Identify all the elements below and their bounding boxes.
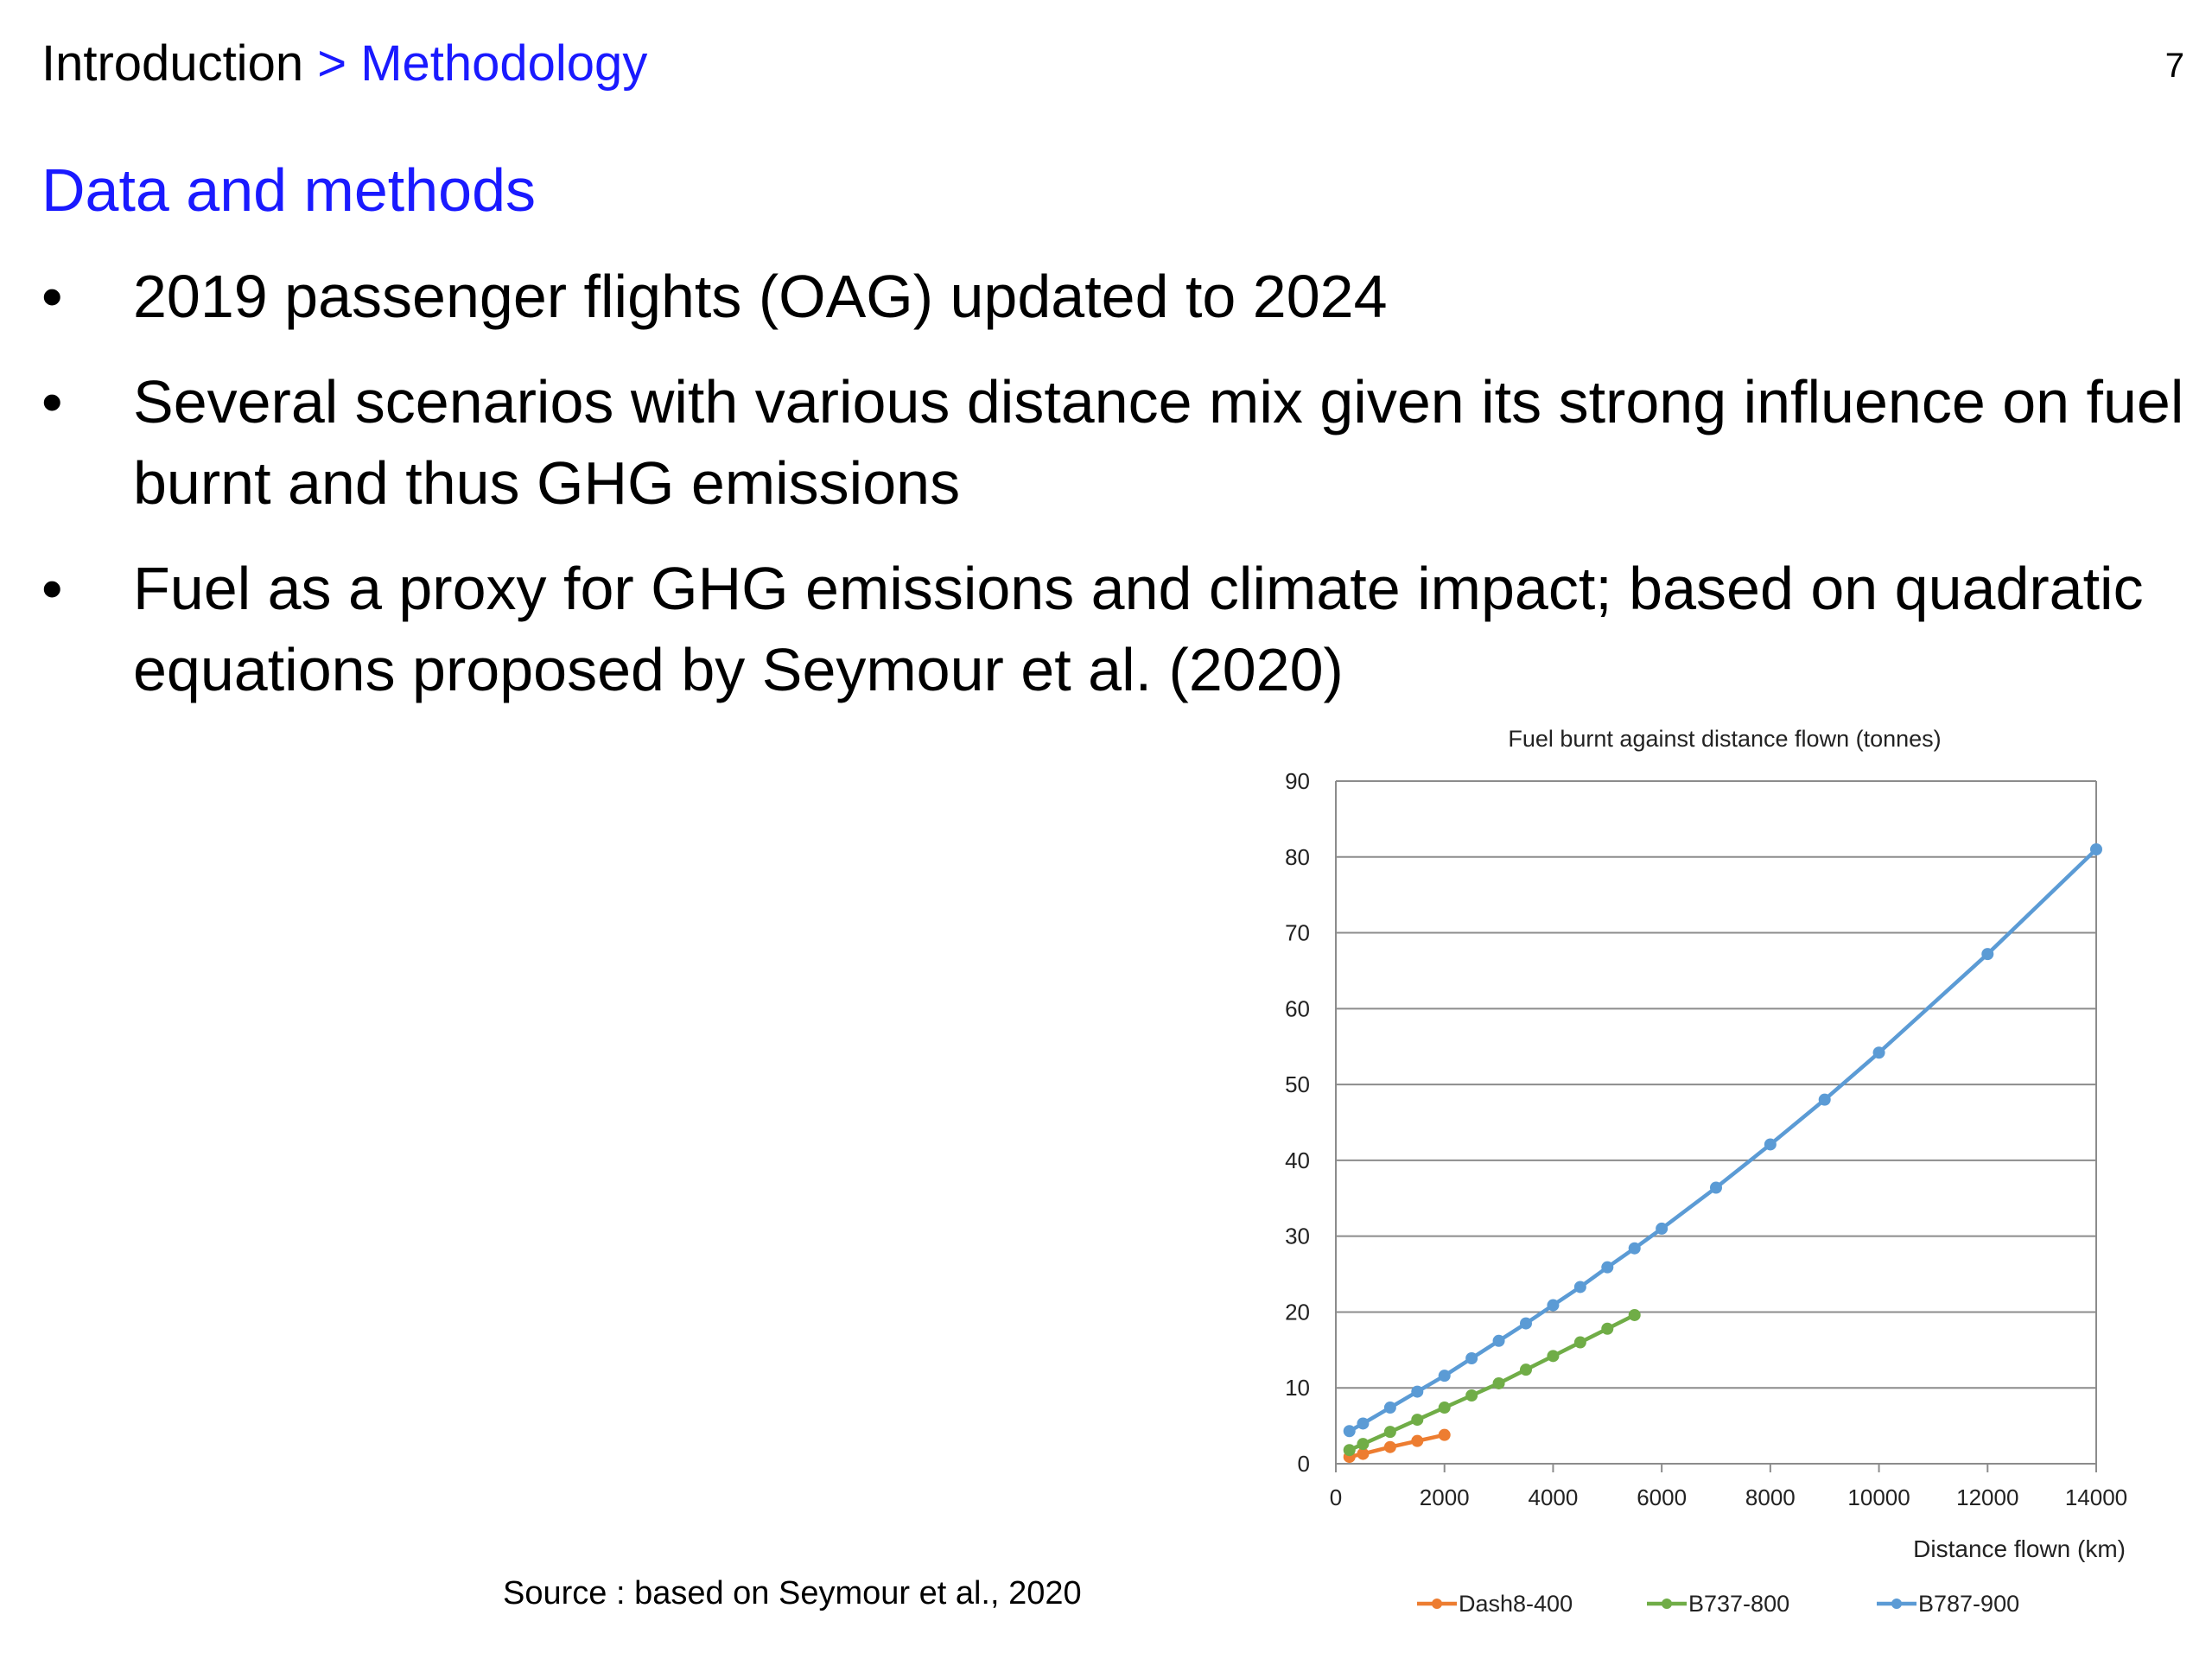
x-axis-label: Distance flown (km)	[1913, 1535, 2126, 1562]
page-number: 7	[2164, 47, 2184, 85]
chart-gridlines	[1336, 780, 2096, 1465]
bullet-marker: •	[41, 263, 63, 330]
data-point-b787-900	[1981, 948, 1994, 961]
x-tick-label: 6000	[1637, 1484, 1687, 1510]
breadcrumb-item-introduction[interactable]: Introduction	[41, 35, 304, 92]
data-point-dash8-400	[1383, 1440, 1396, 1453]
y-tick-label: 80	[1285, 844, 1310, 870]
data-point-b737-800	[1465, 1389, 1478, 1402]
chart-series	[1343, 843, 2102, 1464]
data-point-b787-900	[1547, 1299, 1560, 1312]
data-point-b737-800	[1547, 1350, 1560, 1363]
data-point-b787-900	[1601, 1261, 1614, 1274]
data-point-b737-800	[1343, 1444, 1356, 1457]
data-point-dash8-400	[1357, 1447, 1370, 1460]
legend-label: B737-800	[1688, 1591, 1789, 1617]
data-point-b737-800	[1520, 1363, 1532, 1376]
breadcrumb: Introduction > Methodology	[41, 33, 647, 95]
y-tick-label: 0	[1298, 1451, 1310, 1477]
bullet-item: • Several scenarios with various distanc…	[41, 361, 2184, 524]
slide-title: Data and methods	[41, 156, 537, 224]
data-point-b787-900	[1872, 1046, 1885, 1059]
data-point-b787-900	[2090, 843, 2102, 855]
data-point-b787-900	[1411, 1385, 1424, 1398]
y-tick-label: 60	[1285, 995, 1310, 1021]
data-point-b787-900	[1710, 1181, 1722, 1194]
data-point-b787-900	[1343, 1425, 1356, 1438]
data-point-b787-900	[1656, 1222, 1669, 1235]
data-point-b787-900	[1357, 1417, 1370, 1430]
breadcrumb-item-methodology[interactable]: > Methodology	[317, 35, 648, 92]
legend-label: B787-900	[1918, 1591, 2019, 1617]
legend-marker	[1662, 1599, 1672, 1609]
bullet-item: • 2019 passenger flights (OAG) updated t…	[41, 256, 2184, 337]
fuel-burnt-chart: Fuel burnt against distance flown (tonne…	[1285, 726, 2127, 1617]
data-point-b787-900	[1465, 1351, 1478, 1364]
data-point-b787-900	[1438, 1370, 1451, 1382]
data-point-b737-800	[1411, 1414, 1424, 1427]
data-point-b737-800	[1601, 1322, 1614, 1335]
x-tick-label: 10000	[1847, 1484, 1910, 1510]
bullet-marker: •	[41, 555, 63, 622]
data-point-b737-800	[1357, 1438, 1370, 1451]
chart-axes: 0 10 20 30 40 50 60 70 80 90 0 2000 4000 6000 8000 1000…	[1285, 768, 2127, 1510]
y-tick-label: 70	[1285, 920, 1310, 946]
bullet-item: • Fuel as a proxy for GHG emissions and …	[41, 548, 2184, 710]
x-tick-label: 8000	[1745, 1484, 1796, 1510]
y-tick-label: 40	[1285, 1147, 1310, 1173]
data-point-b787-900	[1573, 1281, 1586, 1294]
x-tick-label: 0	[1330, 1484, 1342, 1510]
legend-marker	[1432, 1599, 1442, 1609]
chart-legend: Dash8-400 B737-800 B787-900	[1417, 1591, 2019, 1617]
x-tick-label: 4000	[1529, 1484, 1579, 1510]
legend-label: Dash8-400	[1459, 1591, 1573, 1617]
data-point-b737-800	[1492, 1376, 1505, 1389]
data-point-dash8-400	[1411, 1434, 1424, 1447]
data-point-b737-800	[1383, 1426, 1396, 1439]
y-tick-label: 90	[1285, 768, 1310, 794]
x-tick-label: 2000	[1420, 1484, 1470, 1510]
data-point-b787-900	[1492, 1334, 1505, 1347]
x-tick-label: 12000	[1956, 1484, 2018, 1510]
bullet-text: Fuel as a proxy for GHG emissions and cl…	[133, 555, 2144, 703]
y-tick-label: 10	[1285, 1375, 1310, 1401]
data-point-b737-800	[1628, 1308, 1641, 1321]
chart-title: Fuel burnt against distance flown (tonne…	[1508, 726, 1941, 752]
legend-marker	[1891, 1599, 1902, 1609]
data-point-dash8-400	[1438, 1428, 1451, 1441]
data-point-b737-800	[1573, 1336, 1586, 1349]
x-tick-label: 14000	[2065, 1484, 2127, 1510]
data-point-b787-900	[1520, 1317, 1532, 1330]
source-note: Source : based on Seymour et al., 2020	[503, 1575, 1082, 1611]
data-point-b787-900	[1383, 1402, 1396, 1414]
data-point-b737-800	[1438, 1402, 1451, 1414]
data-point-b787-900	[1628, 1242, 1641, 1255]
bullet-list: • 2019 passenger flights (OAG) updated t…	[41, 256, 2184, 734]
bullet-text: 2019 passenger flights (OAG) updated to …	[133, 263, 1388, 330]
y-tick-label: 30	[1285, 1224, 1310, 1249]
data-point-b787-900	[1764, 1138, 1777, 1151]
series-line-b787-900	[1348, 848, 2098, 1433]
y-tick-label: 20	[1285, 1299, 1310, 1325]
bullet-marker: •	[41, 368, 63, 435]
bullet-text: Several scenarios with various distance …	[133, 368, 2184, 517]
y-tick-label: 50	[1285, 1071, 1310, 1097]
data-point-b787-900	[1818, 1093, 1831, 1106]
